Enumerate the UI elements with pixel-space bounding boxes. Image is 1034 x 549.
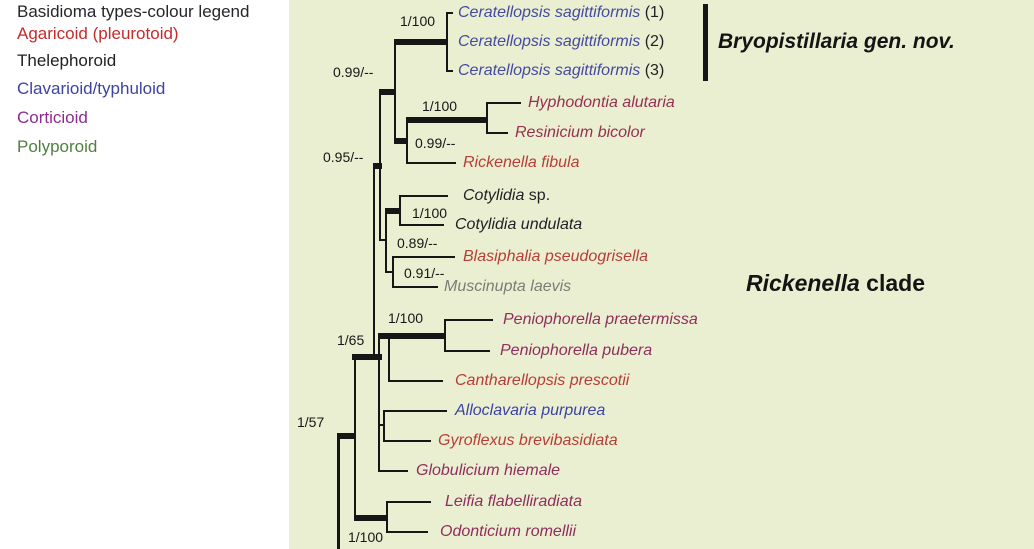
taxon-label: Hyphodontia alutaria: [528, 94, 675, 111]
taxon-label: Blasiphalia pseudogrisella: [463, 248, 649, 265]
tree-branch: [378, 470, 408, 472]
support-value: 0.91/--: [404, 265, 445, 281]
tree-branch: [446, 12, 448, 72]
tree-branch: [486, 102, 521, 104]
tree-branch: [383, 410, 447, 412]
taxon-label: Ceratellopsis sagittiformis (3): [458, 62, 665, 79]
legend-item-agaricoid: Agaricoid (pleurotoid): [17, 24, 179, 43]
tree-branch: [337, 436, 340, 549]
tree-branch: [383, 440, 431, 442]
tree-branch: [399, 224, 444, 226]
clade-name-label: Bryopistillaria gen. nov.: [718, 30, 955, 53]
tree-branch: [385, 208, 401, 214]
legend-item-corticioid: Corticioid: [17, 108, 88, 127]
support-value: 0.99/--: [333, 64, 374, 80]
tree-branch: [354, 356, 356, 520]
support-value: 1/65: [337, 332, 365, 348]
taxon-label: Muscinupta laevis: [444, 278, 572, 295]
tree-branch: [388, 380, 443, 382]
tree-branch: [373, 163, 382, 169]
taxon-label: Peniophorella pubera: [500, 342, 653, 359]
clade-bracket: [703, 4, 708, 81]
taxon-label: Ceratellopsis sagittiformis (2): [458, 33, 665, 50]
tree-branch: [352, 354, 382, 360]
tree-branch: [373, 166, 375, 357]
taxon-label: Cotylidia sp.: [463, 187, 551, 204]
tree-branch: [386, 531, 428, 533]
tree-branch: [392, 256, 455, 258]
support-value: 1/100: [388, 310, 424, 326]
tree-branch: [378, 424, 385, 426]
support-value: 0.89/--: [397, 235, 438, 251]
tree-branch: [399, 195, 401, 226]
tree-branch: [392, 256, 394, 288]
clade-name-label: Rickenella clade: [746, 270, 926, 296]
tree-branch: [399, 195, 448, 197]
taxon-label: Rickenella fibula: [463, 154, 580, 171]
tree-branch: [406, 120, 408, 164]
taxon-label: Peniophorella praetermissa: [503, 311, 698, 328]
taxon-label: Alloclavaria purpurea: [455, 402, 606, 419]
taxon-label: Cotylidia undulata: [455, 216, 583, 233]
legend-title: Basidioma types-colour legend: [17, 2, 250, 21]
tree-branch: [444, 350, 490, 352]
tree-branch: [444, 319, 446, 352]
tree-branch: [406, 117, 487, 123]
tree-branch: [444, 319, 493, 321]
taxon-label: Globulicium hiemale: [416, 462, 561, 479]
support-value: 1/57: [297, 414, 325, 430]
tree-branch: [337, 433, 356, 439]
tree-branch: [383, 410, 385, 442]
tree-panel: [289, 0, 1034, 549]
tree-branch: [486, 102, 488, 134]
taxon-label: Cantharellopsis prescotii: [455, 372, 630, 389]
tree-branch: [446, 12, 453, 14]
tree-branch: [446, 70, 453, 72]
taxon-label: Ceratellopsis sagittiformis (1): [458, 4, 665, 21]
tree-branch: [394, 42, 396, 142]
tree-branch: [386, 501, 388, 533]
support-value: 0.95/--: [323, 149, 364, 165]
taxon-label: Leifia flabelliradiata: [445, 493, 582, 510]
tree-branch: [486, 132, 508, 134]
tree-branch: [354, 515, 388, 521]
support-value: 1/100: [400, 13, 436, 29]
tree-branch: [385, 210, 387, 273]
taxon-label: Odonticium romellii: [440, 523, 577, 540]
tree-branch: [388, 336, 390, 382]
taxon-label: Resinicium bicolor: [515, 124, 645, 141]
tree-branch: [394, 39, 447, 45]
tree-branch: [378, 333, 380, 472]
legend-item-thelephoroid: Thelephoroid: [17, 51, 117, 70]
tree-branch: [386, 501, 431, 503]
tree-branch: [392, 286, 438, 288]
legend-item-polyporoid: Polyporoid: [17, 137, 98, 156]
support-value: 1/100: [348, 529, 384, 545]
tree-branch: [385, 271, 394, 273]
support-value: 1/100: [422, 98, 458, 114]
tree-branch: [379, 239, 387, 241]
tree-branch: [394, 138, 407, 144]
support-value: 1/100: [412, 205, 448, 221]
legend-item-clavarioid/typhuloid: Clavarioid/typhuloid: [17, 79, 166, 98]
taxon-label: Gyroflexus brevibasidiata: [438, 432, 618, 449]
tree-branch: [379, 89, 395, 95]
support-value: 0.99/--: [415, 135, 456, 151]
tree-branch: [406, 162, 456, 164]
tree-branch: [378, 333, 446, 339]
